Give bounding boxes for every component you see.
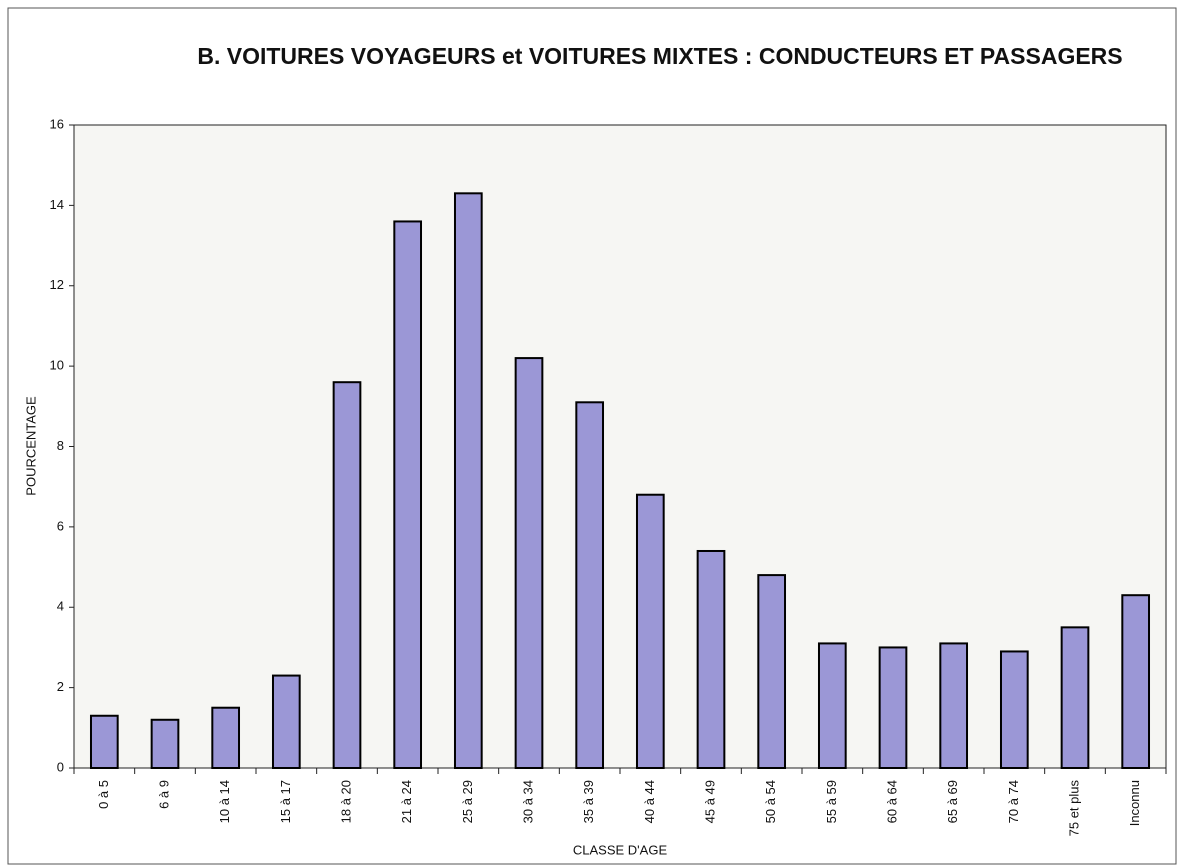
bar bbox=[393, 220, 423, 769]
y-tick-label: 16 bbox=[50, 116, 64, 131]
y-tick-label: 12 bbox=[50, 277, 64, 292]
y-tick-label: 10 bbox=[50, 358, 64, 373]
bar bbox=[939, 642, 969, 770]
x-tick-label: 10 à 14 bbox=[217, 780, 232, 823]
y-tick-label: 4 bbox=[57, 599, 64, 614]
bar bbox=[575, 401, 605, 769]
x-tick-label: 21 à 24 bbox=[399, 780, 414, 823]
bar bbox=[332, 381, 362, 769]
bar bbox=[1121, 594, 1151, 769]
bar bbox=[89, 714, 119, 769]
bar bbox=[878, 646, 908, 769]
x-tick-label: 18 à 20 bbox=[338, 780, 353, 823]
bar bbox=[514, 357, 544, 769]
x-tick-label: 6 à 9 bbox=[156, 780, 171, 809]
plot-area bbox=[73, 124, 1167, 769]
bar bbox=[757, 574, 787, 769]
x-tick-label: 30 à 34 bbox=[520, 780, 535, 823]
y-tick-label: 14 bbox=[50, 197, 64, 212]
y-tick-label: 0 bbox=[57, 759, 64, 774]
bar bbox=[635, 493, 665, 769]
x-tick-label: 25 à 29 bbox=[460, 780, 475, 823]
x-tick-label: 60 à 64 bbox=[884, 780, 899, 823]
bar bbox=[817, 642, 847, 770]
x-tick-label: 65 à 69 bbox=[945, 780, 960, 823]
x-tick-label: 40 à 44 bbox=[642, 780, 657, 823]
x-tick-label: 55 à 59 bbox=[824, 780, 839, 823]
y-axis-title: POURCENTAGE bbox=[23, 396, 38, 496]
chart-title: B. VOITURES VOYAGEURS et VOITURES MIXTES… bbox=[197, 43, 1123, 69]
x-axis-title: CLASSE D'AGE bbox=[573, 842, 668, 857]
y-tick-label: 2 bbox=[57, 679, 64, 694]
bar bbox=[999, 650, 1029, 769]
y-tick-label: 6 bbox=[57, 518, 64, 533]
bar bbox=[1060, 626, 1090, 769]
x-tick-label: Inconnu bbox=[1127, 780, 1142, 826]
x-tick-label: 50 à 54 bbox=[763, 780, 778, 823]
bar bbox=[696, 549, 726, 769]
x-tick-label: 45 à 49 bbox=[702, 780, 717, 823]
bar bbox=[211, 706, 241, 769]
bar bbox=[453, 192, 483, 770]
x-tick-label: 35 à 39 bbox=[581, 780, 596, 823]
y-tick-label: 8 bbox=[57, 438, 64, 453]
frame bbox=[7, 7, 1177, 865]
bar bbox=[271, 674, 301, 769]
x-tick-label: 75 et plus bbox=[1066, 780, 1081, 837]
bar bbox=[150, 718, 180, 770]
x-tick-label: 15 à 17 bbox=[278, 780, 293, 823]
x-tick-label: 0 à 5 bbox=[96, 780, 111, 809]
x-tick-label: 70 à 74 bbox=[1006, 780, 1021, 823]
